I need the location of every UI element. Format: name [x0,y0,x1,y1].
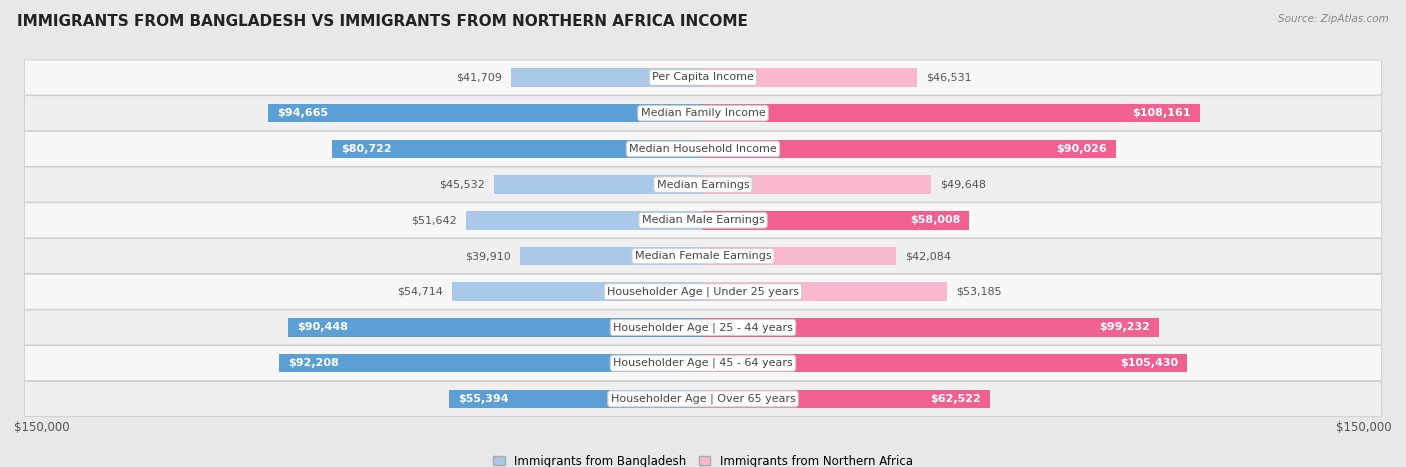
Text: Median Male Earnings: Median Male Earnings [641,215,765,225]
FancyBboxPatch shape [24,60,1382,95]
Text: $90,026: $90,026 [1056,144,1108,154]
FancyBboxPatch shape [24,131,1382,166]
Text: $45,532: $45,532 [439,180,485,190]
Text: Median Female Earnings: Median Female Earnings [634,251,772,261]
FancyBboxPatch shape [24,203,1382,238]
Text: $62,522: $62,522 [931,394,981,404]
Text: Median Household Income: Median Household Income [628,144,778,154]
Bar [703,283,948,301]
Bar [451,283,703,301]
Text: IMMIGRANTS FROM BANGLADESH VS IMMIGRANTS FROM NORTHERN AFRICA INCOME: IMMIGRANTS FROM BANGLADESH VS IMMIGRANTS… [17,14,748,29]
Bar [288,318,703,337]
Bar [332,140,703,158]
Text: $46,531: $46,531 [927,72,972,83]
Bar [494,175,703,194]
Text: $105,430: $105,430 [1121,358,1178,368]
FancyBboxPatch shape [24,382,1382,417]
Text: $90,448: $90,448 [297,322,347,333]
Text: Householder Age | Over 65 years: Householder Age | Over 65 years [610,394,796,404]
Bar [703,175,931,194]
FancyBboxPatch shape [24,167,1382,202]
Text: $55,394: $55,394 [458,394,509,404]
Bar [520,247,703,265]
Bar [703,68,917,87]
Text: $80,722: $80,722 [342,144,392,154]
Bar [703,211,969,230]
Text: $51,642: $51,642 [411,215,457,225]
FancyBboxPatch shape [24,274,1382,309]
Text: Median Family Income: Median Family Income [641,108,765,118]
Bar [703,389,990,408]
FancyBboxPatch shape [24,96,1382,131]
Bar [703,247,896,265]
Text: $99,232: $99,232 [1098,322,1150,333]
Bar [449,389,703,408]
Bar [703,354,1187,373]
Bar [280,354,703,373]
Text: $49,648: $49,648 [941,180,986,190]
Text: $41,709: $41,709 [457,72,502,83]
Text: Householder Age | Under 25 years: Householder Age | Under 25 years [607,286,799,297]
Text: $54,714: $54,714 [396,287,443,297]
Bar [465,211,703,230]
Text: Per Capita Income: Per Capita Income [652,72,754,83]
Text: $150,000: $150,000 [14,421,70,434]
Bar [703,104,1199,122]
Bar [269,104,703,122]
FancyBboxPatch shape [24,239,1382,274]
Text: $108,161: $108,161 [1132,108,1191,118]
Bar [703,140,1116,158]
Text: $150,000: $150,000 [1336,421,1392,434]
FancyBboxPatch shape [24,310,1382,345]
FancyBboxPatch shape [24,346,1382,381]
Text: Source: ZipAtlas.com: Source: ZipAtlas.com [1278,14,1389,24]
Text: $39,910: $39,910 [465,251,510,261]
Text: $94,665: $94,665 [277,108,329,118]
Text: $58,008: $58,008 [910,215,960,225]
Text: Median Earnings: Median Earnings [657,180,749,190]
Bar [512,68,703,87]
Text: Householder Age | 45 - 64 years: Householder Age | 45 - 64 years [613,358,793,368]
Text: $53,185: $53,185 [956,287,1002,297]
Text: Householder Age | 25 - 44 years: Householder Age | 25 - 44 years [613,322,793,333]
Text: $42,084: $42,084 [905,251,952,261]
Bar [703,318,1159,337]
Text: $92,208: $92,208 [288,358,339,368]
Legend: Immigrants from Bangladesh, Immigrants from Northern Africa: Immigrants from Bangladesh, Immigrants f… [488,450,918,467]
